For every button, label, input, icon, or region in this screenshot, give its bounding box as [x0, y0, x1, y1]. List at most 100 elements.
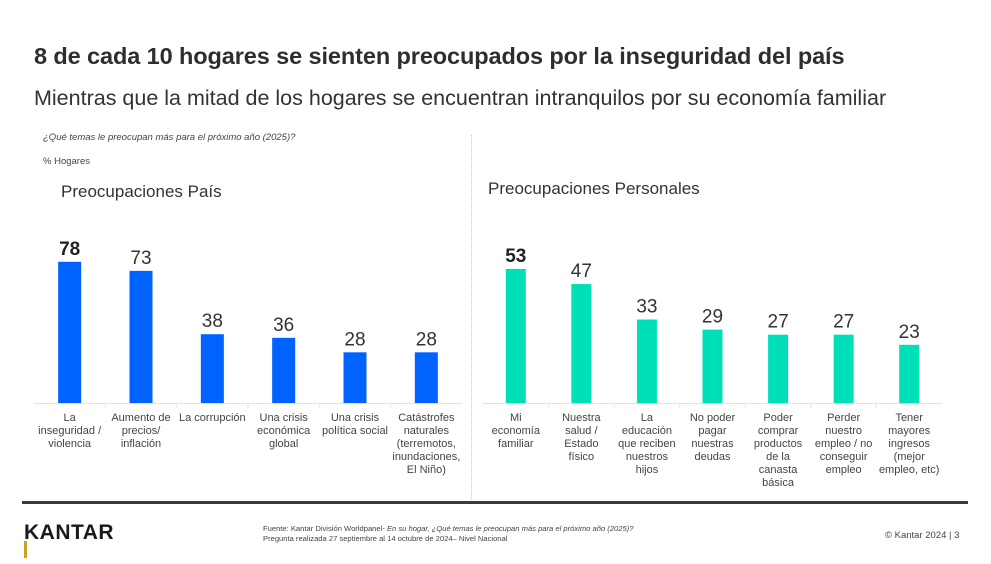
category-label: La corrupción — [175, 412, 249, 425]
category-label: No poder pagar nuestras deudas — [678, 412, 748, 464]
category-label: Aumento de precios/inflación — [104, 412, 178, 451]
bar-personal-3 — [636, 319, 657, 403]
category-label-line: conseguir — [819, 451, 868, 463]
category-label-line: Nuestra — [562, 412, 601, 424]
category-label-line: precios/ — [121, 425, 161, 437]
section-divider — [471, 135, 472, 500]
category-label-line: Perder — [827, 412, 861, 424]
category-label-line: educación — [621, 425, 672, 437]
category-label-line: de la — [766, 451, 790, 463]
chart-title-personales: Preocupaciones Personales — [488, 179, 700, 198]
category-label-line: El Niño) — [406, 464, 446, 476]
data-label: 36 — [273, 315, 294, 336]
category-label-line: Estado — [564, 438, 599, 450]
category-label-line: política social — [321, 425, 389, 437]
category-label-line: físico — [568, 451, 595, 463]
copyright: © Kantar 2024 | 3 — [885, 530, 960, 541]
category-label-line: nuestros — [625, 451, 669, 463]
footer-divider — [22, 501, 968, 504]
bar-personal-5 — [768, 334, 789, 403]
chart-title-pais: Preocupaciones País — [61, 182, 222, 201]
kantar-logo: KANTAR — [24, 521, 115, 558]
source-date: Pregunta realizada 27 septiembre al 14 o… — [263, 533, 508, 543]
category-label: La educación que reciben nuestros hijos — [612, 412, 682, 477]
data-label: 27 — [768, 312, 789, 333]
category-label-line: (terremotos, — [396, 438, 456, 450]
category-label-line: inflación — [120, 438, 162, 450]
category-label-line: violencia — [48, 438, 92, 450]
category-label-line: que reciben — [618, 438, 676, 450]
category-label-line: Catástrofes — [398, 412, 455, 424]
chart-personales: 53 47 33 29 27 27 23 — [483, 246, 942, 408]
category-label: Tener mayores ingresos (mejor empleo, etc) — [874, 412, 944, 477]
category-label-line: (mejor — [893, 451, 925, 463]
category-label-line: nuestras — [691, 438, 734, 450]
category-label-line: salud / — [565, 425, 598, 437]
category-label-line: pagar — [698, 425, 727, 437]
category-label-line: hijos — [635, 464, 659, 476]
category-label-line: canasta — [758, 464, 798, 476]
category-label-line: Aumento de — [111, 412, 171, 424]
category-label: Una crisis política social — [318, 412, 392, 438]
category-label-line: comprar — [757, 425, 799, 437]
category-label-line: Una crisis — [259, 412, 308, 424]
data-label: 23 — [899, 322, 920, 343]
category-label-line: básica — [762, 477, 794, 489]
category-label-line: global — [268, 438, 299, 450]
data-label: 53 — [505, 246, 526, 267]
category-label-line: Tener — [895, 412, 923, 424]
bar-personal-2 — [571, 284, 592, 403]
category-label-line: mayores — [888, 425, 931, 437]
bar-pais-2 — [129, 270, 153, 403]
bar-pais-6 — [414, 352, 438, 403]
data-label: 33 — [636, 297, 657, 318]
chart-pais: 78 73 38 36 28 28 — [34, 239, 462, 408]
category-label: Catástrofes naturales (terremotos, inundaci… — [389, 412, 463, 477]
data-label: 27 — [833, 312, 854, 333]
category-label-line: naturales — [403, 425, 449, 437]
category-label-line: inundaciones, — [392, 451, 461, 463]
logo-text: KANTAR — [24, 521, 115, 544]
data-label: 28 — [416, 329, 437, 350]
bar-pais-4 — [272, 337, 296, 403]
category-label-line: económica — [257, 425, 311, 437]
category-label-line: ingresos — [888, 438, 930, 450]
category-label: Poder comprar productos de la canasta básica — [743, 412, 813, 490]
category-label-line: La — [63, 412, 76, 424]
data-label: 29 — [702, 307, 723, 328]
source-prefix: Fuente: Kantar División Worldpanel- — [263, 524, 387, 533]
data-label: 28 — [344, 329, 365, 350]
bar-personal-6 — [833, 334, 854, 403]
category-label-line: Poder — [763, 412, 793, 424]
category-label: Una crisis económica global — [247, 412, 321, 451]
unit-label: % Hogares — [43, 156, 90, 167]
category-label-line: economía — [491, 425, 540, 437]
category-label: Mi economía familiar — [481, 412, 551, 451]
category-label-line: empleo, etc) — [878, 464, 940, 476]
category-label-line: La corrupción — [179, 412, 246, 424]
category-label-line: nuestro — [825, 425, 862, 437]
bar-personal-1 — [505, 268, 526, 403]
survey-question: ¿Qué temas le preocupan más para el próx… — [43, 132, 296, 143]
bar-pais-5 — [343, 352, 367, 403]
category-label-line: Una crisis — [330, 412, 380, 424]
category-label: La inseguridad / violencia — [33, 412, 107, 451]
source-question: En su hogar, ¿Qué temas le preocupan más… — [386, 524, 634, 533]
category-label-line: empleo — [825, 464, 862, 476]
bar-pais-3 — [200, 334, 224, 403]
data-label: 73 — [130, 248, 151, 269]
data-label: 78 — [59, 239, 80, 260]
category-label-line: Mi — [509, 412, 522, 424]
slide-subtitle: Mientras que la mitad de los hogares se … — [34, 86, 887, 110]
bar-personal-7 — [899, 344, 920, 403]
category-label: Perder nuestro empleo / no conseguir empleo — [809, 412, 879, 477]
category-label-line: familiar — [498, 438, 534, 450]
category-label-line: No poder — [689, 412, 736, 424]
category-label-line: La — [640, 412, 654, 424]
data-label: 47 — [571, 261, 592, 282]
category-label-line: deudas — [694, 451, 731, 463]
category-label-line: empleo / no — [814, 438, 873, 450]
category-label-line: inseguridad / — [38, 425, 102, 437]
source-note: Fuente: Kantar División Worldpanel- En s… — [263, 524, 633, 543]
